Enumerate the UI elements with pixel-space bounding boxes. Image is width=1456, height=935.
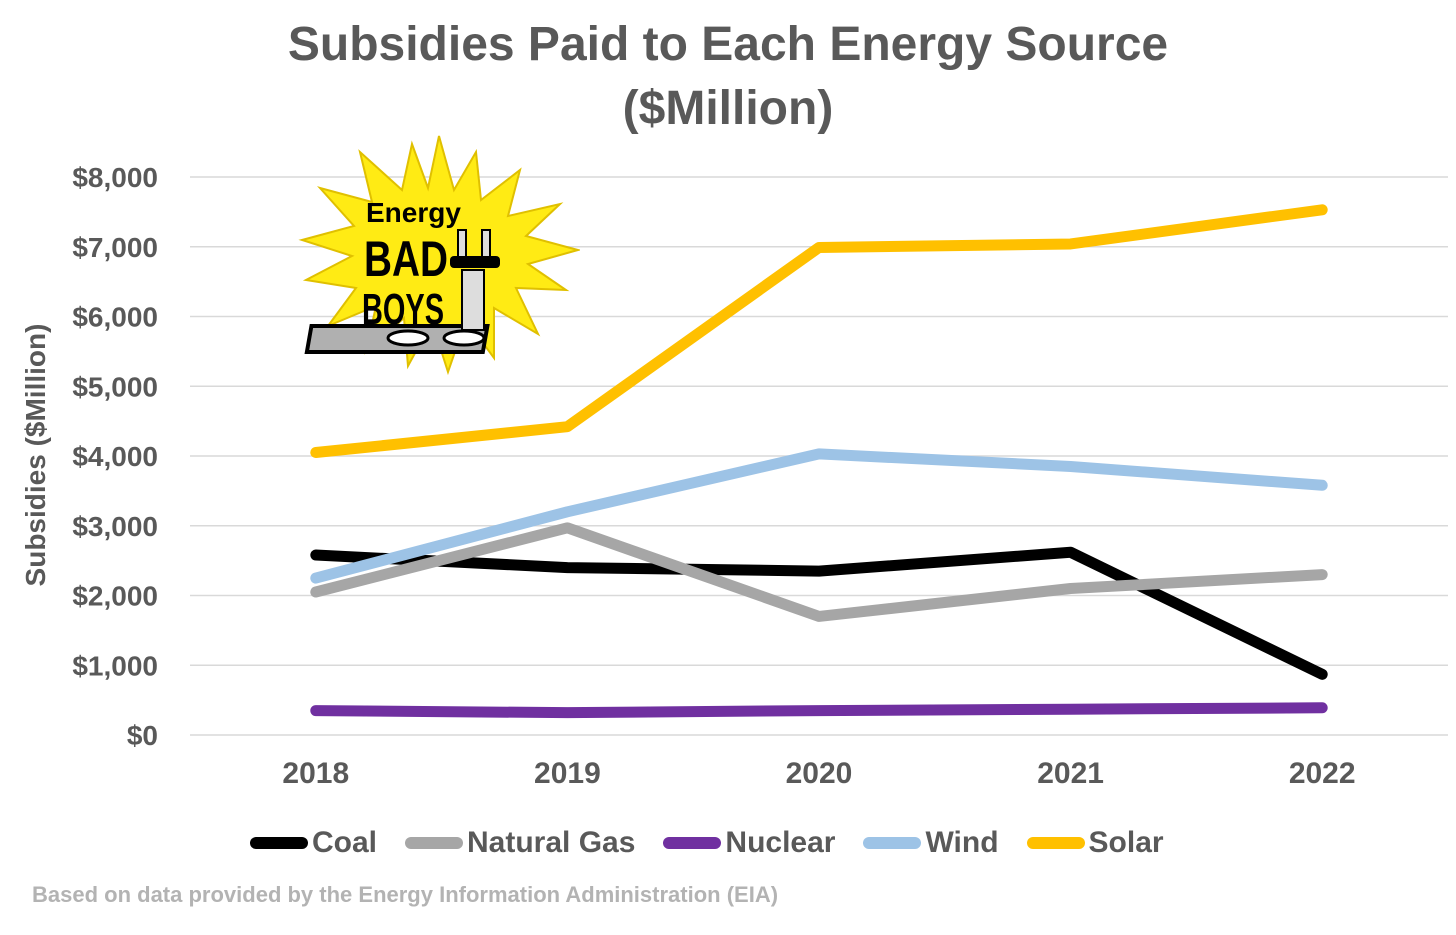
legend-label-natural-gas: Natural Gas	[467, 826, 636, 859]
y-tick-label: $7,000	[72, 232, 158, 263]
legend-item-wind: Wind	[863, 826, 999, 860]
series-line-coal	[310, 546, 1328, 680]
legend-item-natural-gas: Natural Gas	[405, 826, 635, 860]
outlet-socket-left	[386, 329, 430, 347]
logo-text-bad: BAD	[364, 231, 448, 287]
legend: Coal Natural Gas Nuclear Wind Solar	[250, 822, 1192, 864]
plug-body	[461, 269, 485, 331]
sunglasses-icon	[450, 256, 500, 268]
y-tick-label: $0	[127, 720, 158, 751]
legend-item-nuclear: Nuclear	[663, 826, 835, 860]
energy-bad-boys-logo: Energy BAD BOYS	[298, 130, 582, 380]
legend-swatch-natural-gas	[405, 837, 464, 849]
y-tick-label: $3,000	[72, 511, 158, 542]
x-tick-label: 2021	[1037, 757, 1104, 790]
legend-label-coal: Coal	[312, 826, 378, 859]
y-axis-label: Subsidies ($Million)	[20, 323, 51, 587]
y-tick-label: $1,000	[72, 650, 158, 681]
x-axis-ticks: 2018 2019 2020 2021 2022	[282, 757, 1355, 790]
logo-text-energy: Energy	[366, 197, 461, 228]
series-line-wind	[310, 448, 1328, 584]
y-axis-ticks: $0 $1,000 $2,000 $3,000 $4,000 $5,000 $6,000 $7…	[72, 162, 158, 751]
y-tick-label: $6,000	[72, 302, 158, 333]
chart-title-line-2: ($Million)	[622, 82, 834, 135]
legend-swatch-coal	[250, 837, 308, 849]
x-tick-label: 2020	[786, 757, 853, 790]
series-line-nuclear	[310, 702, 1328, 719]
x-tick-label: 2019	[534, 757, 601, 790]
legend-item-solar: Solar	[1026, 826, 1164, 860]
logo-text-boys: BOYS	[362, 285, 444, 334]
chart-title-line-1: Subsidies Paid to Each Energy Source	[287, 18, 1169, 71]
y-tick-label: $2,000	[72, 581, 158, 612]
legend-swatch-wind	[863, 837, 922, 849]
series-lines	[310, 204, 1328, 719]
outlet-socket-right	[442, 329, 486, 347]
starburst-icon	[298, 135, 582, 376]
legend-item-coal: Coal	[250, 826, 377, 860]
series-line-natural-gas	[310, 522, 1328, 622]
legend-swatch-nuclear	[663, 837, 722, 849]
x-tick-label: 2022	[1289, 757, 1356, 790]
legend-label-wind: Wind	[925, 826, 999, 859]
y-tick-label: $5,000	[72, 371, 158, 402]
series-line-solar	[310, 204, 1328, 459]
source-note: Based on data provided by the Energy Inf…	[32, 882, 779, 907]
y-tick-label: $4,000	[72, 441, 158, 472]
x-tick-label: 2018	[282, 757, 349, 790]
legend-label-solar: Solar	[1088, 826, 1164, 859]
legend-label-nuclear: Nuclear	[725, 826, 836, 859]
legend-swatch-solar	[1026, 837, 1085, 849]
y-tick-label: $8,000	[72, 162, 158, 193]
